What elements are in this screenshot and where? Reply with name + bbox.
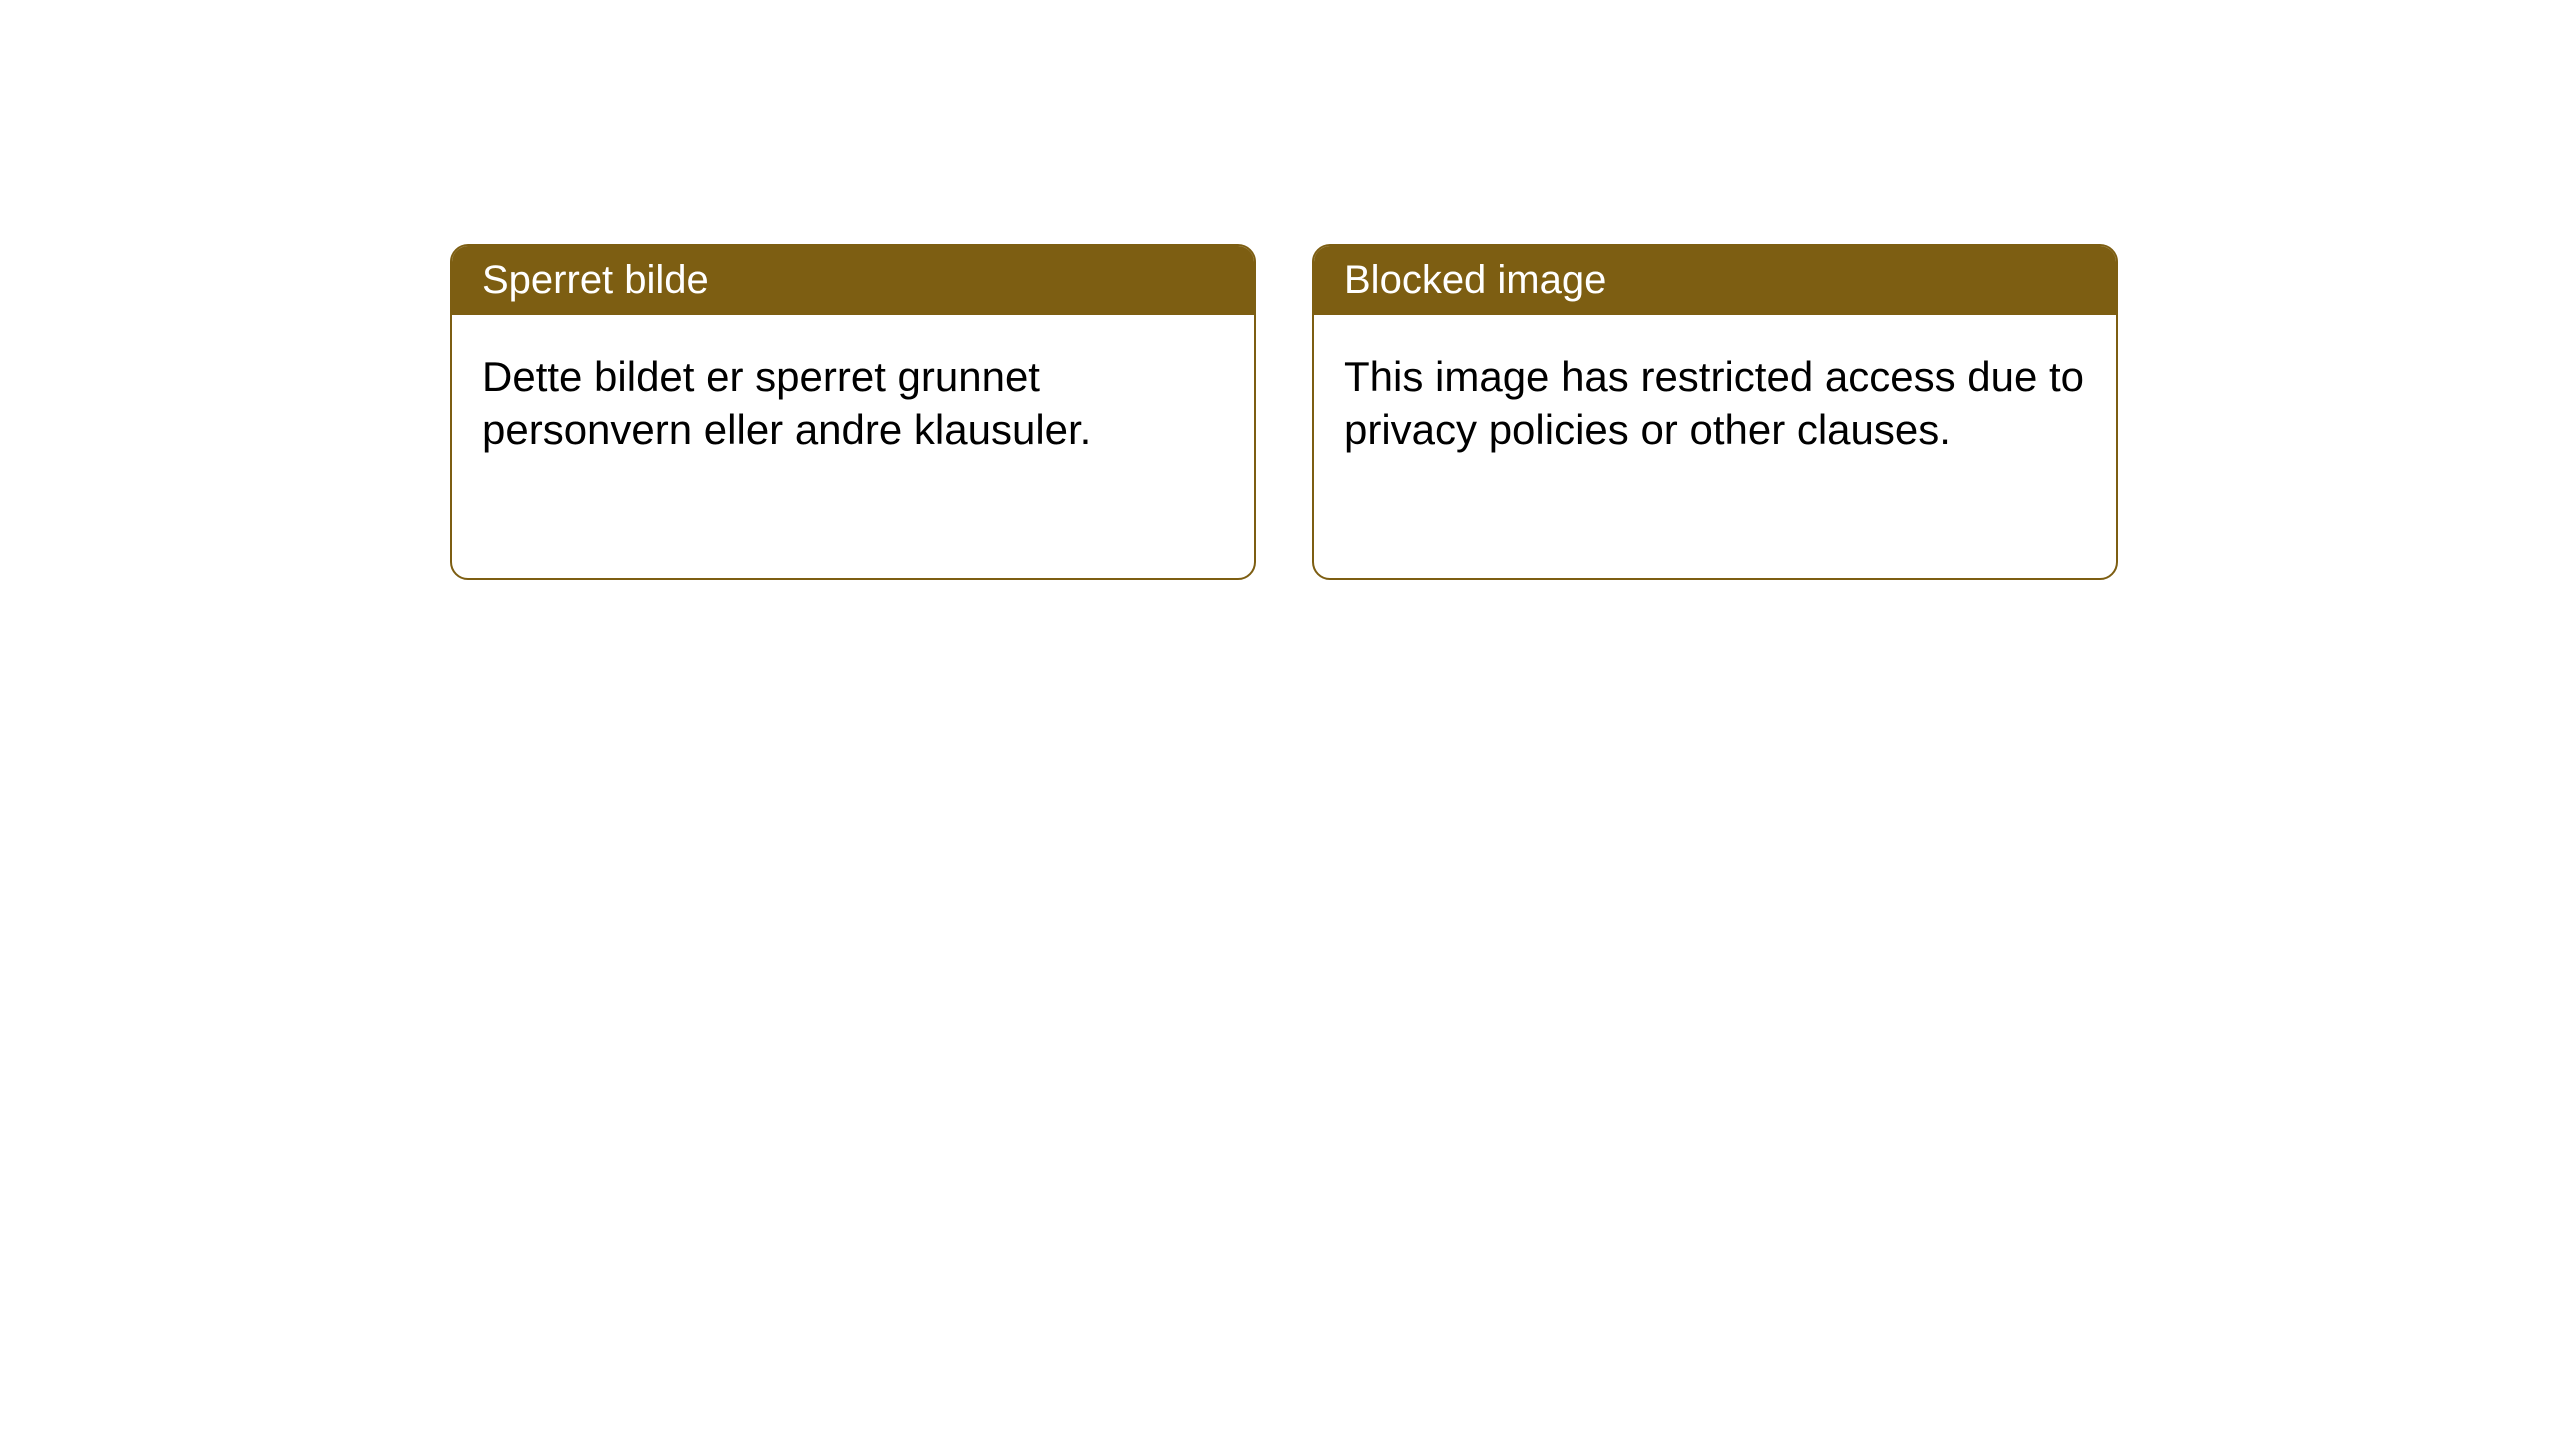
notice-header-norwegian: Sperret bilde [452, 246, 1254, 315]
notice-text-english: This image has restricted access due to … [1344, 353, 2084, 453]
notice-text-norwegian: Dette bildet er sperret grunnet personve… [482, 353, 1091, 453]
notice-header-english: Blocked image [1314, 246, 2116, 315]
notice-body-norwegian: Dette bildet er sperret grunnet personve… [452, 315, 1254, 492]
notice-card-norwegian: Sperret bilde Dette bildet er sperret gr… [450, 244, 1256, 580]
notice-card-english: Blocked image This image has restricted … [1312, 244, 2118, 580]
notice-title-english: Blocked image [1344, 258, 1606, 302]
notice-title-norwegian: Sperret bilde [482, 258, 709, 302]
notice-body-english: This image has restricted access due to … [1314, 315, 2116, 492]
notice-container: Sperret bilde Dette bildet er sperret gr… [450, 244, 2118, 580]
